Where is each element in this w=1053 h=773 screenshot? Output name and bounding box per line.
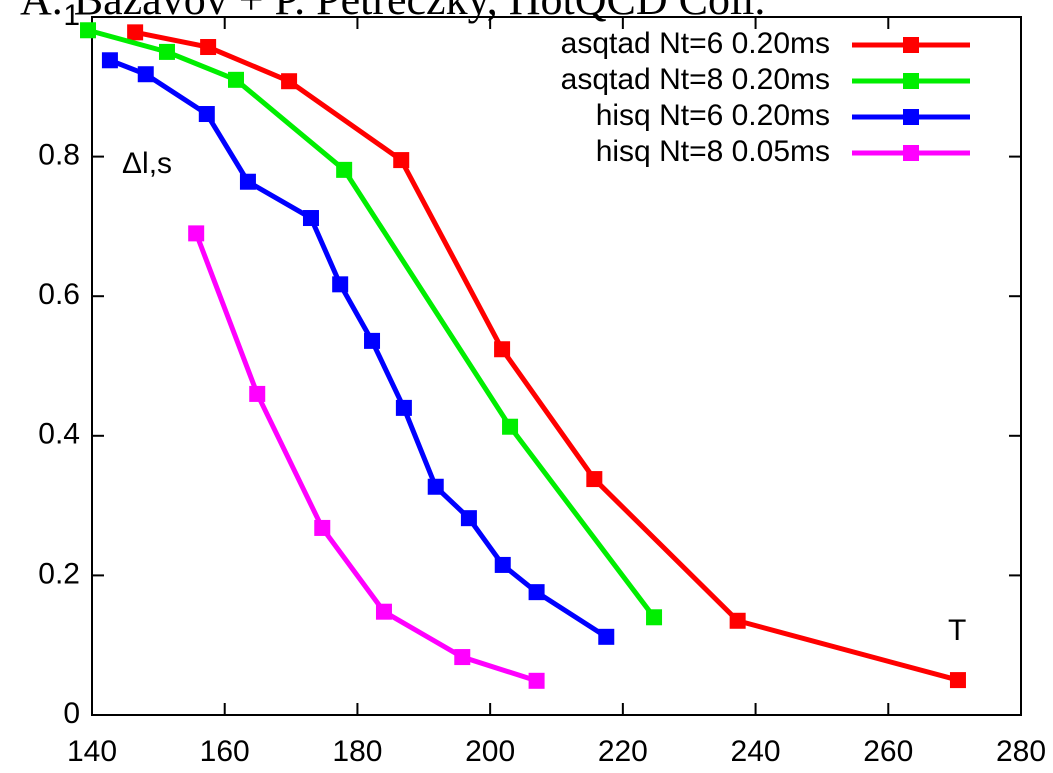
legend-label: hisq Nt=6 0.20ms bbox=[596, 99, 830, 132]
series-line bbox=[193, 232, 538, 684]
data-point bbox=[427, 478, 444, 495]
plot-frame bbox=[91, 16, 1022, 716]
data-point bbox=[198, 106, 215, 123]
legend-marker bbox=[903, 109, 919, 125]
legend-marker bbox=[903, 73, 919, 89]
data-point bbox=[281, 73, 298, 90]
data-point bbox=[336, 161, 353, 178]
data-point bbox=[101, 52, 118, 69]
series-line bbox=[87, 27, 657, 619]
data-point bbox=[137, 66, 154, 83]
data-point bbox=[80, 22, 97, 39]
data-point bbox=[528, 584, 545, 601]
x-axis-label: T bbox=[948, 614, 966, 647]
data-point bbox=[239, 173, 256, 190]
y-tick-label: 1 bbox=[63, 0, 80, 32]
data-point bbox=[460, 510, 477, 527]
data-point bbox=[227, 71, 244, 88]
legend-label: hisq Nt=8 0.05ms bbox=[596, 135, 830, 168]
data-point bbox=[127, 24, 144, 41]
y-tick-label: 0.2 bbox=[38, 557, 80, 590]
data-point bbox=[586, 471, 603, 488]
legend-label: asqtad Nt=6 0.20ms bbox=[561, 27, 830, 60]
series-line bbox=[134, 29, 959, 683]
x-tick-label: 200 bbox=[465, 735, 515, 768]
data-point bbox=[598, 628, 615, 645]
data-point bbox=[332, 276, 349, 293]
x-tick-label: 240 bbox=[731, 735, 781, 768]
y-axis-label: Δl,s bbox=[122, 147, 172, 180]
y-tick-label: 0.8 bbox=[38, 139, 80, 172]
legend-label: asqtad Nt=8 0.20ms bbox=[561, 63, 830, 96]
x-tick-label: 260 bbox=[863, 735, 913, 768]
data-point bbox=[158, 43, 175, 60]
data-point bbox=[249, 385, 266, 402]
data-point bbox=[494, 341, 511, 358]
data-point bbox=[375, 603, 392, 620]
y-tick-label: 0 bbox=[63, 697, 80, 730]
data-point bbox=[395, 399, 412, 416]
legend-marker bbox=[903, 37, 919, 53]
chart-title: A. Bazavov + P. Petreczky, HotQCD Coll. bbox=[20, 0, 765, 24]
x-tick-label: 160 bbox=[200, 735, 250, 768]
data-point bbox=[393, 152, 410, 169]
data-point bbox=[454, 649, 471, 666]
data-point bbox=[528, 672, 545, 689]
data-point bbox=[200, 39, 217, 56]
data-point bbox=[729, 612, 746, 629]
data-point bbox=[646, 609, 663, 626]
data-point bbox=[314, 519, 331, 536]
data-point bbox=[188, 225, 205, 242]
x-tick-label: 140 bbox=[67, 735, 117, 768]
x-tick-label: 280 bbox=[996, 735, 1046, 768]
data-point bbox=[949, 672, 966, 689]
legend-marker bbox=[903, 145, 919, 161]
x-tick-label: 220 bbox=[598, 735, 648, 768]
data-point bbox=[502, 418, 519, 435]
y-tick-label: 0.6 bbox=[38, 278, 80, 311]
series-line bbox=[109, 57, 608, 639]
data-point bbox=[302, 210, 319, 227]
data-point bbox=[494, 556, 511, 573]
data-point bbox=[364, 332, 381, 349]
y-tick-label: 0.4 bbox=[38, 418, 80, 451]
x-tick-label: 180 bbox=[332, 735, 382, 768]
